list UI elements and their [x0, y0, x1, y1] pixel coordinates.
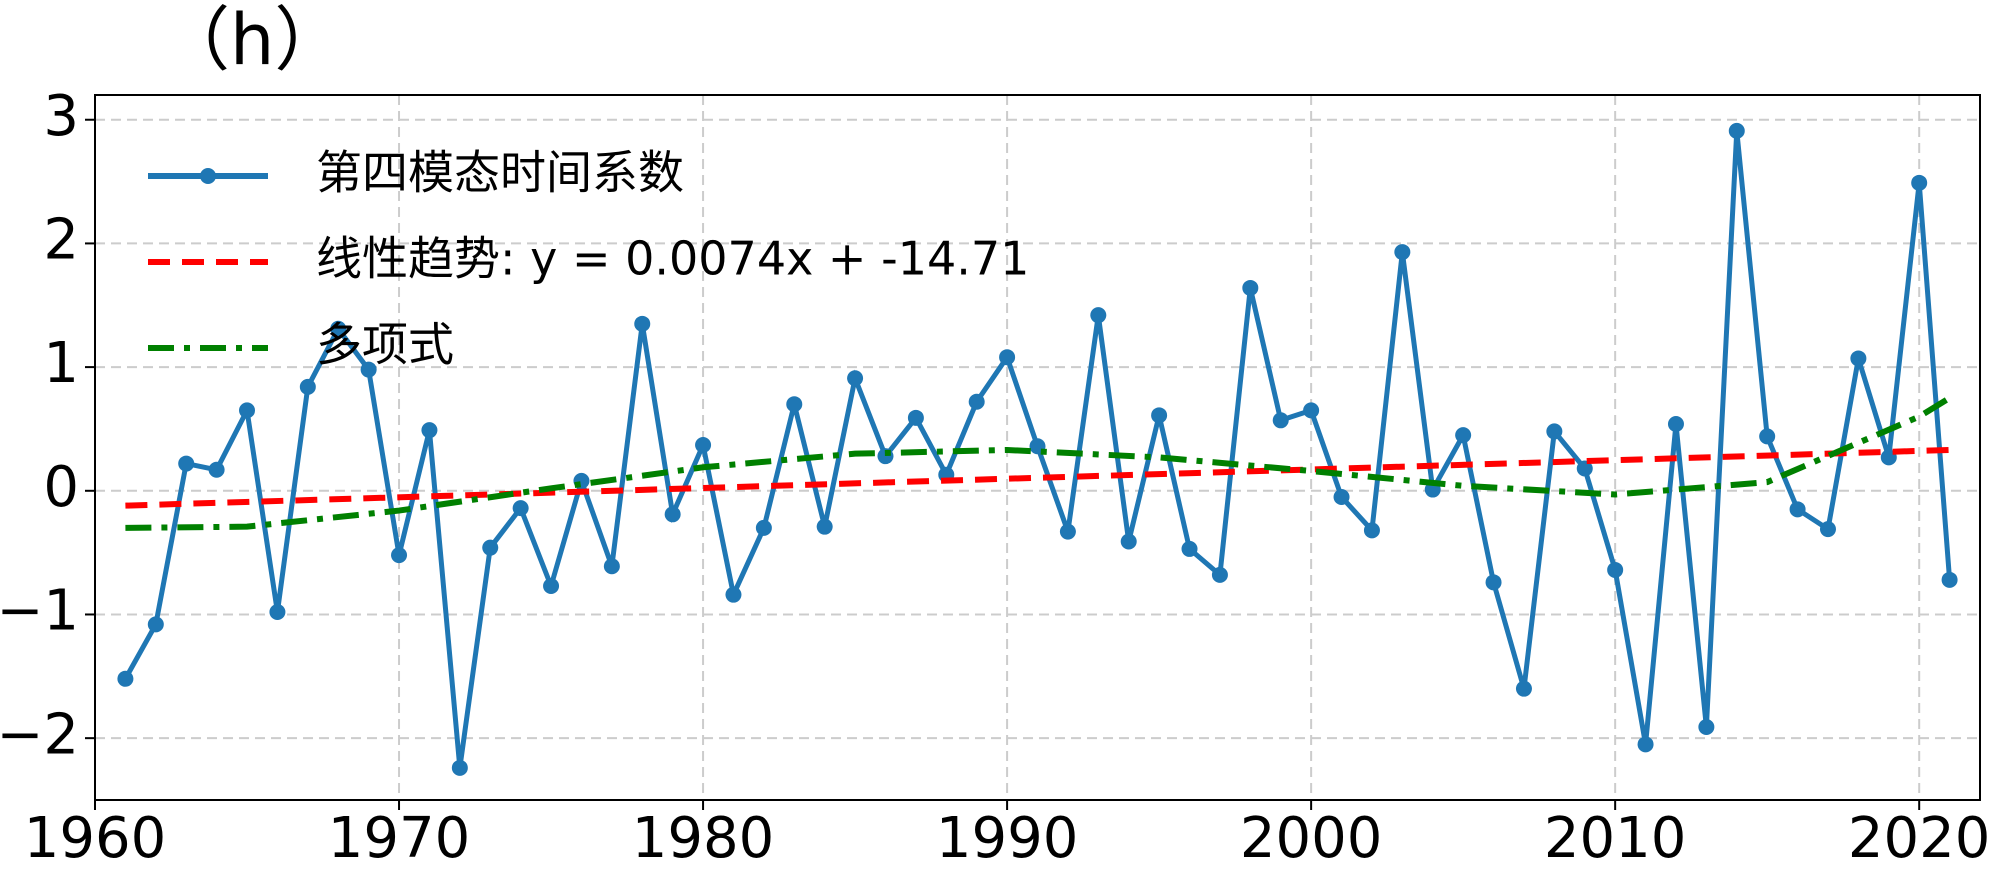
point	[968, 393, 985, 410]
point	[999, 349, 1016, 366]
y-tick-label: 3	[43, 84, 79, 149]
point	[1667, 416, 1684, 432]
point	[1455, 427, 1472, 444]
point	[634, 315, 651, 332]
point	[1850, 350, 1867, 367]
point	[178, 455, 195, 472]
point	[1941, 571, 1958, 588]
x-tick-label: 1970	[328, 806, 471, 869]
point	[421, 422, 438, 439]
point	[208, 461, 225, 478]
point	[1394, 244, 1411, 261]
point	[1607, 561, 1624, 578]
point	[1090, 307, 1107, 324]
point	[391, 547, 408, 564]
x-tick-label: 1980	[632, 806, 775, 869]
point	[482, 539, 499, 556]
legend-marker	[200, 168, 216, 184]
point	[360, 361, 377, 378]
point	[664, 506, 681, 523]
point	[330, 320, 347, 337]
point	[1546, 423, 1563, 440]
point	[1576, 460, 1593, 477]
y-tick-label: −2	[0, 702, 79, 767]
point	[1363, 522, 1380, 539]
point	[543, 578, 560, 595]
y-tick-label: 2	[43, 208, 79, 273]
x-tick-label: 1990	[936, 806, 1079, 869]
point	[603, 558, 620, 575]
point	[239, 402, 256, 419]
point	[1151, 407, 1168, 424]
legend-label: 第四模态时间系数	[316, 146, 684, 200]
point	[147, 616, 164, 633]
point	[1242, 279, 1259, 296]
point	[755, 519, 772, 536]
point	[1272, 412, 1289, 429]
point	[512, 500, 529, 517]
point	[451, 759, 468, 776]
point	[725, 586, 742, 603]
chart-title: （h）	[160, 0, 344, 81]
point	[695, 437, 712, 454]
series-line	[125, 446, 1950, 509]
point	[299, 378, 316, 395]
point	[1819, 521, 1836, 538]
y-tick-label: −1	[0, 579, 79, 644]
point	[907, 409, 924, 426]
x-tick-label: 2000	[1240, 806, 1383, 869]
point	[1211, 566, 1228, 583]
point	[1698, 719, 1715, 736]
point	[816, 518, 833, 535]
point	[1728, 122, 1745, 139]
point	[786, 396, 803, 413]
plot-frame	[94, 94, 1981, 801]
point	[1181, 540, 1198, 557]
point	[1059, 523, 1076, 540]
point	[1120, 533, 1137, 550]
point	[1333, 488, 1350, 505]
point	[847, 370, 864, 387]
point	[117, 670, 134, 687]
point	[1303, 402, 1320, 419]
x-tick-label: 2010	[1544, 806, 1687, 869]
point	[1637, 736, 1654, 753]
x-tick-label: 1960	[24, 806, 167, 869]
legend-label: 多项式	[316, 318, 454, 372]
point	[269, 604, 286, 620]
y-tick-label: 0	[43, 455, 79, 520]
point	[1759, 428, 1776, 445]
y-tick-label: 1	[43, 331, 79, 396]
legend-label: 线性趋势: y = 0.0074x + -14.71	[316, 232, 1029, 286]
point	[1789, 501, 1806, 518]
point	[1485, 574, 1502, 591]
x-tick-label: 2020	[1848, 806, 1991, 869]
point	[1515, 680, 1532, 697]
point	[1911, 174, 1928, 191]
series-line	[125, 395, 1952, 531]
